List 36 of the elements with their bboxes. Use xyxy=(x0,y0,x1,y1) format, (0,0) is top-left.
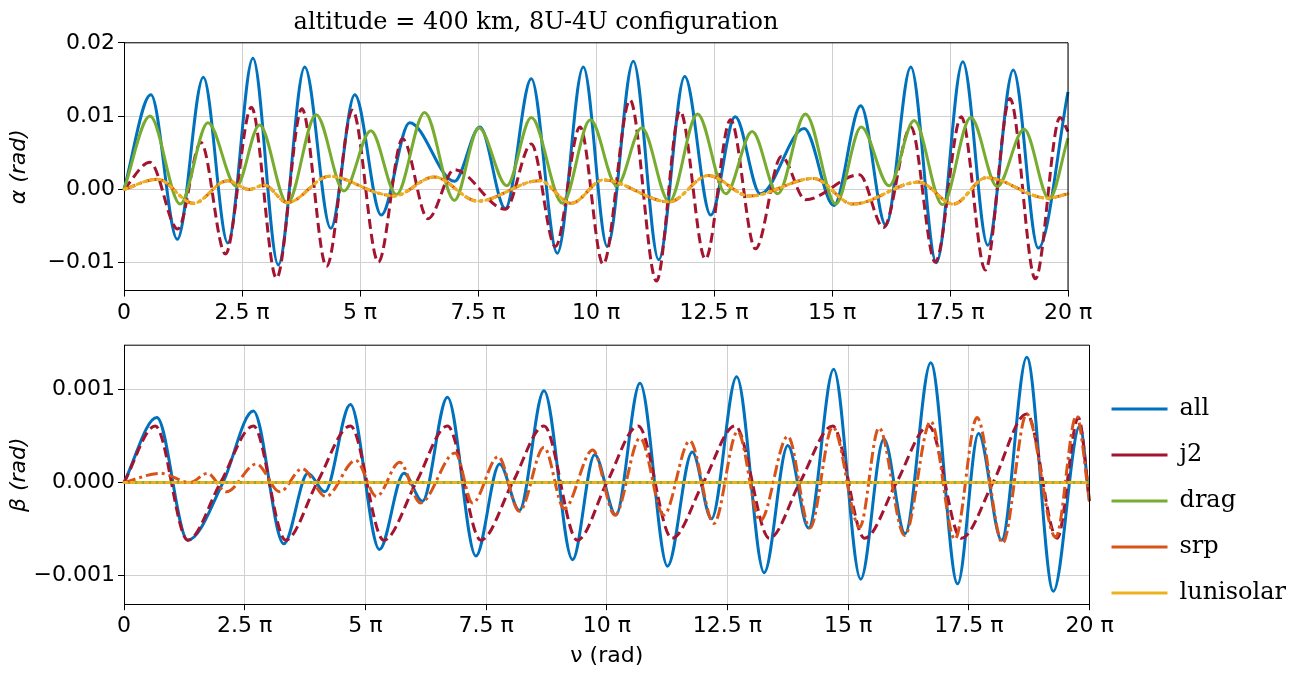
x-tick-label: 15 π xyxy=(824,612,873,638)
x-tick-label: 2.5 π xyxy=(214,298,270,324)
x-tick-label: 12.5 π xyxy=(679,298,749,324)
y-tick-label: 0.01 xyxy=(66,101,115,127)
y-tick-label: 0.001 xyxy=(52,375,115,401)
y-axis-title: β (rad) xyxy=(4,437,30,514)
x-tick-label: 10 π xyxy=(571,298,621,324)
x-tick-label: 12.5 π xyxy=(692,612,763,638)
legend-label: drag xyxy=(1179,485,1237,514)
legend-label: j2 xyxy=(1176,439,1203,468)
x-tick-label: 20 π xyxy=(1043,298,1093,324)
x-tick-label: 7.5 π xyxy=(450,298,506,324)
y-tick-label: 0.000 xyxy=(52,468,115,494)
line-series xyxy=(122,110,1070,207)
x-tick-label: 5 π xyxy=(342,298,378,324)
legend-label: lunisolar xyxy=(1179,577,1287,606)
chart-title: altitude = 400 km, 8U-4U configuration xyxy=(293,6,779,35)
x-tick-label: 20 π xyxy=(1065,612,1114,638)
x-tick-label: 5 π xyxy=(348,612,383,638)
x-tick-label: 0 xyxy=(117,612,131,638)
x-tick-label: 10 π xyxy=(582,612,631,638)
legend-label: all xyxy=(1179,393,1210,422)
y-tick-label: 0.00 xyxy=(66,175,115,201)
line-series xyxy=(122,174,1070,206)
x-tick-label: 2.5 π xyxy=(217,612,273,638)
x-tick-label: 7.5 π xyxy=(458,612,514,638)
x-tick-label: 17.5 π xyxy=(915,298,985,324)
legend-label: srp xyxy=(1179,531,1219,560)
x-tick-label: 17.5 π xyxy=(934,612,1004,638)
x-tick-label: 0 xyxy=(117,298,131,324)
y-tick-label: −0.01 xyxy=(47,248,115,274)
x-axis-title: ν (rad) xyxy=(570,641,644,667)
y-tick-label: −0.001 xyxy=(33,561,115,587)
x-tick-label: 15 π xyxy=(807,298,857,324)
y-axis-title: α (rad) xyxy=(4,129,30,205)
y-tick-label: 0.02 xyxy=(66,28,115,54)
